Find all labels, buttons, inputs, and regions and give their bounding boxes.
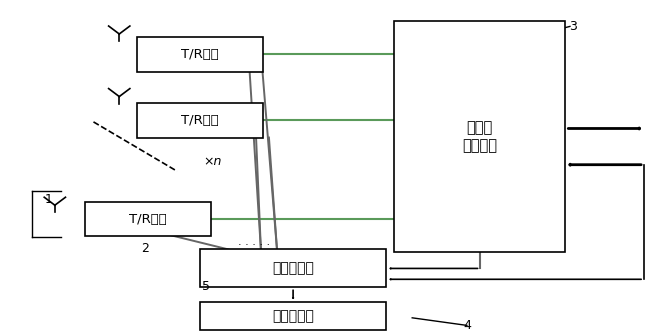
Bar (200, 302, 386, 330)
Text: T/R组件: T/R组件 (181, 48, 219, 61)
Bar (137, 37, 263, 72)
Text: T/R组件: T/R组件 (181, 114, 219, 127)
Text: 波束参数库: 波束参数库 (272, 309, 314, 323)
Text: 3: 3 (569, 20, 577, 33)
Text: 波束控制器: 波束控制器 (272, 261, 314, 276)
Bar (394, 22, 565, 252)
Text: ×n: ×n (203, 155, 221, 168)
Bar (85, 202, 211, 236)
Bar (137, 103, 263, 137)
Bar (200, 250, 386, 287)
Text: 4: 4 (463, 319, 471, 332)
Text: T/R组件: T/R组件 (129, 213, 167, 225)
Text: 5: 5 (202, 280, 210, 293)
Text: 1: 1 (45, 193, 53, 206)
Text: 多通道
收发信机: 多通道 收发信机 (463, 121, 497, 153)
Text: 2: 2 (141, 242, 149, 255)
Text: . . . . .: . . . . . (238, 237, 271, 247)
